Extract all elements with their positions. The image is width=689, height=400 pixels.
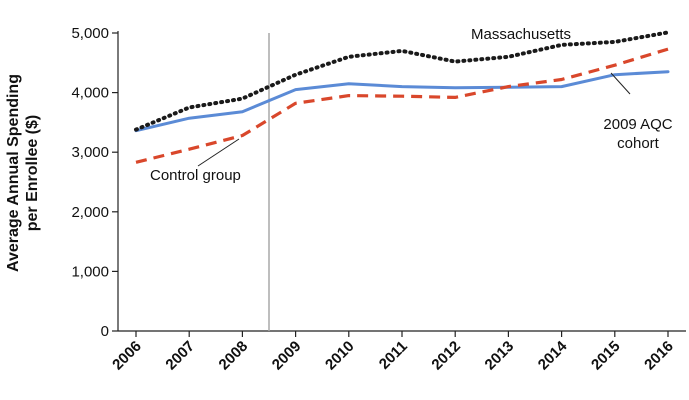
x-tick-label: 2007 (162, 338, 198, 374)
y-tick-label: 4,000 (71, 85, 109, 102)
x-tick-label: 2013 (482, 338, 518, 374)
annotation-control-group: Control group (150, 167, 241, 184)
y-tick-label: 3,000 (71, 144, 109, 161)
annotation-leader-2009-aqc-cohort (610, 72, 631, 95)
x-tick-label: 2009 (269, 338, 305, 374)
annotation-massachusetts: Massachusetts (471, 26, 571, 43)
annotation-line: Control group (150, 167, 241, 184)
y-tick-label: 5,000 (71, 25, 109, 42)
series-line-control-group (135, 47, 669, 164)
x-tick-label: 2008 (216, 338, 252, 374)
annotation-line: 2009 AQC (603, 116, 672, 133)
y-tick-label: 1,000 (71, 263, 109, 280)
x-tick-label: 2011 (376, 338, 411, 373)
y-tick-label: 2,000 (71, 204, 109, 221)
x-tick-label: 2014 (535, 337, 571, 373)
x-tick-label: 2006 (109, 338, 145, 374)
y-tick-label: 0 (101, 323, 109, 340)
y-axis-label-line-2: per Enrollee ($) (24, 115, 41, 231)
series-line-2009-aqc-cohort (134, 70, 670, 133)
x-tick-label: 2015 (588, 338, 624, 374)
x-tick-label: 2012 (428, 338, 464, 374)
annotation-line: Massachusetts (471, 26, 571, 43)
annotation-leader-control-group (197, 138, 240, 167)
x-tick-label: 2016 (641, 338, 677, 374)
annotation-line: cohort (617, 135, 660, 152)
y-axis-label-line-1: Average Annual Spending (5, 74, 22, 272)
x-tick-label: 2010 (322, 338, 358, 374)
annotation-2009-aqc-cohort: 2009 AQC cohort (603, 116, 672, 152)
